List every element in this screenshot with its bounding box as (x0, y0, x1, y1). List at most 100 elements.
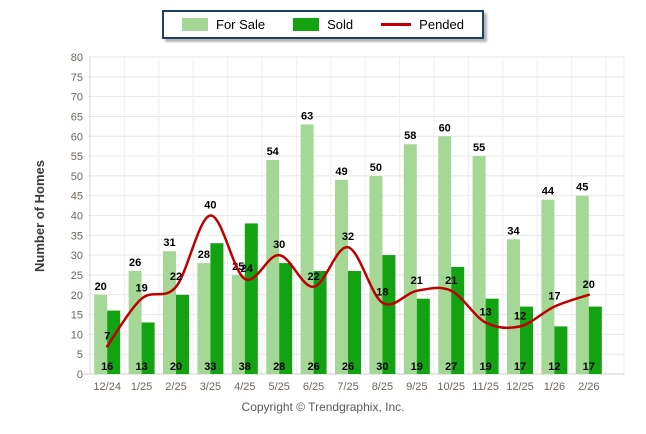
bar-sold (176, 294, 189, 375)
pended-value-label: 22 (307, 271, 319, 283)
legend: For Sale Sold Pended (162, 10, 484, 39)
sold-value-label: 19 (411, 361, 423, 373)
x-tick-label: 8/25 (372, 381, 393, 393)
x-tick-label: 5/25 (268, 381, 289, 393)
y-tick-label: 30 (71, 250, 83, 262)
sold-value-label: 13 (135, 361, 147, 373)
bar-sold (279, 263, 293, 374)
bar-for-sale (438, 136, 452, 375)
pended-value-label: 21 (411, 275, 423, 287)
pended-value-label: 12 (514, 310, 526, 322)
pended-value-label: 40 (204, 200, 216, 212)
sold-value-label: 12 (548, 361, 560, 373)
pended-value-label: 20 (583, 279, 595, 291)
sold-value-label: 33 (204, 361, 216, 373)
bar-sold (588, 306, 602, 374)
pended-value-label: 21 (445, 275, 457, 287)
bar-for-sale (231, 274, 245, 374)
bar-sold (141, 322, 155, 374)
bar-sold (485, 298, 499, 374)
bar-for-sale (335, 179, 348, 374)
legend-item-pended: Pended (381, 17, 464, 32)
bar-sold (382, 255, 396, 374)
bar-sold (416, 298, 430, 374)
bar-for-sale (94, 294, 108, 375)
pended-value-label: 30 (273, 239, 285, 251)
bar-sold (554, 326, 568, 374)
bar-for-sale (507, 239, 520, 374)
for-sale-value-label: 54 (267, 146, 280, 158)
x-tick-label: 12/25 (506, 381, 534, 393)
pended-line-icon (381, 23, 412, 26)
sold-value-label: 26 (342, 361, 354, 373)
for-sale-value-label: 50 (370, 162, 382, 174)
x-tick-label: 1/26 (544, 381, 565, 393)
pended-value-label: 32 (342, 231, 354, 243)
x-tick-label: 6/25 (303, 381, 324, 393)
bar-sold (348, 271, 361, 374)
sold-value-label: 28 (273, 361, 285, 373)
bar-for-sale (541, 199, 555, 374)
for-sale-value-label: 34 (507, 225, 520, 237)
for-sale-value-label: 28 (198, 249, 210, 261)
y-tick-label: 80 (71, 52, 83, 64)
y-tick-label: 40 (71, 211, 83, 223)
legend-item-for-sale: For Sale (182, 17, 265, 32)
pended-value-label: 13 (479, 307, 491, 319)
sold-value-label: 19 (479, 361, 491, 373)
x-tick-label: 4/25 (234, 381, 255, 393)
sold-value-label: 27 (445, 361, 457, 373)
for-sale-value-label: 58 (404, 130, 416, 142)
pended-value-label: 19 (135, 283, 147, 295)
bar-sold (313, 271, 327, 374)
y-tick-label: 60 (71, 131, 83, 143)
x-tick-label: 10/25 (437, 381, 465, 393)
x-tick-label: 7/25 (337, 381, 358, 393)
y-tick-label: 65 (71, 111, 83, 123)
sold-value-label: 26 (307, 361, 319, 373)
for-sale-value-label: 31 (163, 237, 175, 249)
sold-value-label: 30 (376, 361, 388, 373)
bar-for-sale (403, 144, 417, 374)
sold-value-label: 17 (583, 361, 595, 373)
y-tick-label: 25 (71, 270, 83, 282)
x-tick-label: 11/25 (472, 381, 499, 393)
y-tick-label: 5 (77, 349, 83, 361)
pended-value-label: 22 (170, 271, 182, 283)
for-sale-value-label: 63 (301, 110, 313, 122)
for-sale-value-label: 60 (439, 122, 451, 134)
bar-for-sale (128, 271, 142, 374)
bar-for-sale (266, 160, 280, 374)
x-tick-label: 2/25 (165, 381, 186, 393)
for-sale-value-label: 20 (95, 281, 107, 293)
legend-item-sold: Sold (293, 17, 353, 32)
pended-line (105, 214, 591, 348)
pended-value-label: 18 (376, 287, 388, 299)
for-sale-value-label: 44 (542, 186, 555, 198)
x-tick-label: 9/25 (406, 381, 427, 393)
sold-value-label: 17 (514, 361, 526, 373)
legend-label-sold: Sold (327, 17, 354, 32)
pended-value-label: 24 (241, 263, 254, 275)
for-sale-value-label: 26 (129, 257, 141, 269)
y-tick-label: 70 (71, 92, 83, 104)
bar-for-sale (163, 251, 176, 374)
x-tick-label: 1/25 (131, 381, 152, 393)
x-tick-label: 12/24 (93, 381, 121, 393)
bar-for-sale (300, 124, 314, 375)
bar-sold (244, 223, 258, 374)
y-tick-label: 35 (71, 230, 83, 242)
for-sale-swatch-icon (182, 18, 208, 31)
for-sale-value-label: 55 (473, 142, 485, 154)
copyright-text: Copyright © Trendgraphix, Inc. (241, 400, 405, 414)
y-tick-label: 45 (71, 191, 83, 203)
pended-value-label: 7 (104, 330, 110, 342)
bar-for-sale (575, 195, 589, 374)
x-tick-label: 3/25 (200, 381, 221, 393)
bar-for-sale (197, 263, 211, 374)
bar-for-sale (369, 175, 383, 374)
legend-label-pended: Pended (419, 17, 464, 32)
sold-value-label: 16 (101, 361, 113, 373)
y-axis-title: Number of Homes (32, 160, 47, 272)
